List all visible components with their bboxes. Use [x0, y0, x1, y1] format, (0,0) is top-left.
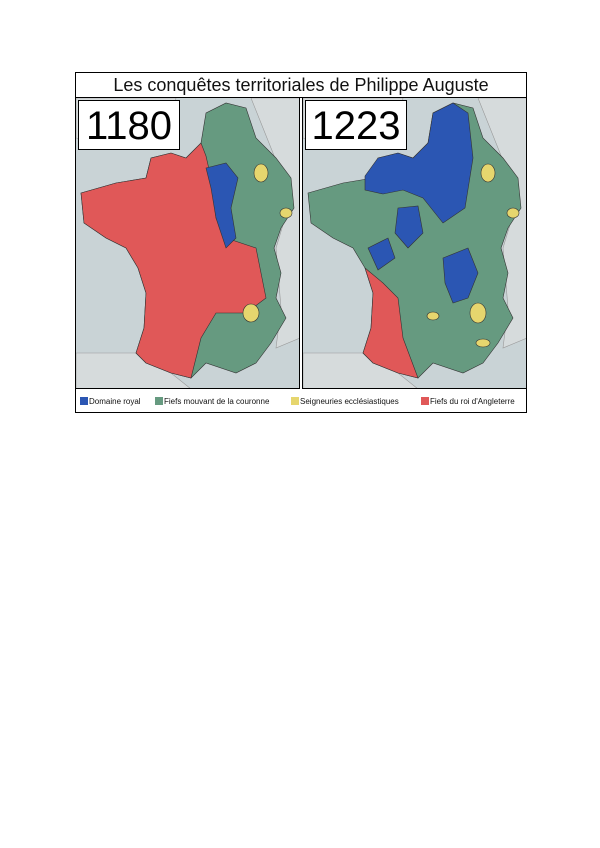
legend-label: Fiefs du roi d'Angleterre: [430, 397, 515, 406]
legend-item: Seigneuries ecclésiastiques: [291, 397, 399, 407]
royal-domain: [442, 247, 479, 304]
legend-label: Fiefs mouvant de la couronne: [164, 397, 270, 406]
title: Les conquêtes territoriales de Philippe …: [76, 73, 526, 98]
legend-label: Seigneuries ecclésiastiques: [300, 397, 399, 406]
legend-item: Fiefs mouvant de la couronne: [155, 397, 269, 407]
church-land: [426, 311, 440, 321]
church-land: [253, 163, 269, 183]
royal-domain: [394, 205, 424, 249]
church-land: [242, 303, 260, 323]
map-panel: 1223: [302, 98, 526, 389]
legend-swatch: [80, 397, 88, 405]
english-fiefs: [362, 267, 419, 379]
royal-domain: [367, 237, 396, 271]
legend-label: Domaine royal: [89, 397, 141, 406]
map-panel: 1180: [76, 98, 300, 389]
map: [76, 98, 299, 388]
legend-swatch: [155, 397, 163, 405]
figure: Les conquêtes territoriales de Philippe …: [75, 72, 527, 413]
map: [303, 98, 526, 388]
legend-item: Domaine royal: [80, 397, 141, 407]
church-land: [279, 207, 293, 219]
legend-swatch: [421, 397, 429, 405]
legend-item: Fiefs du roi d'Angleterre: [421, 397, 515, 407]
royal-domain: [205, 162, 239, 249]
church-land: [480, 163, 496, 183]
church-land: [475, 338, 491, 348]
church-land: [469, 302, 487, 324]
legend-swatch: [291, 397, 299, 405]
year-label: 1223: [305, 100, 407, 150]
legend: Domaine royal Fiefs mouvant de la couronn…: [76, 390, 526, 413]
year-label: 1180: [78, 100, 180, 150]
royal-domain: [364, 102, 474, 224]
church-land: [506, 207, 520, 219]
